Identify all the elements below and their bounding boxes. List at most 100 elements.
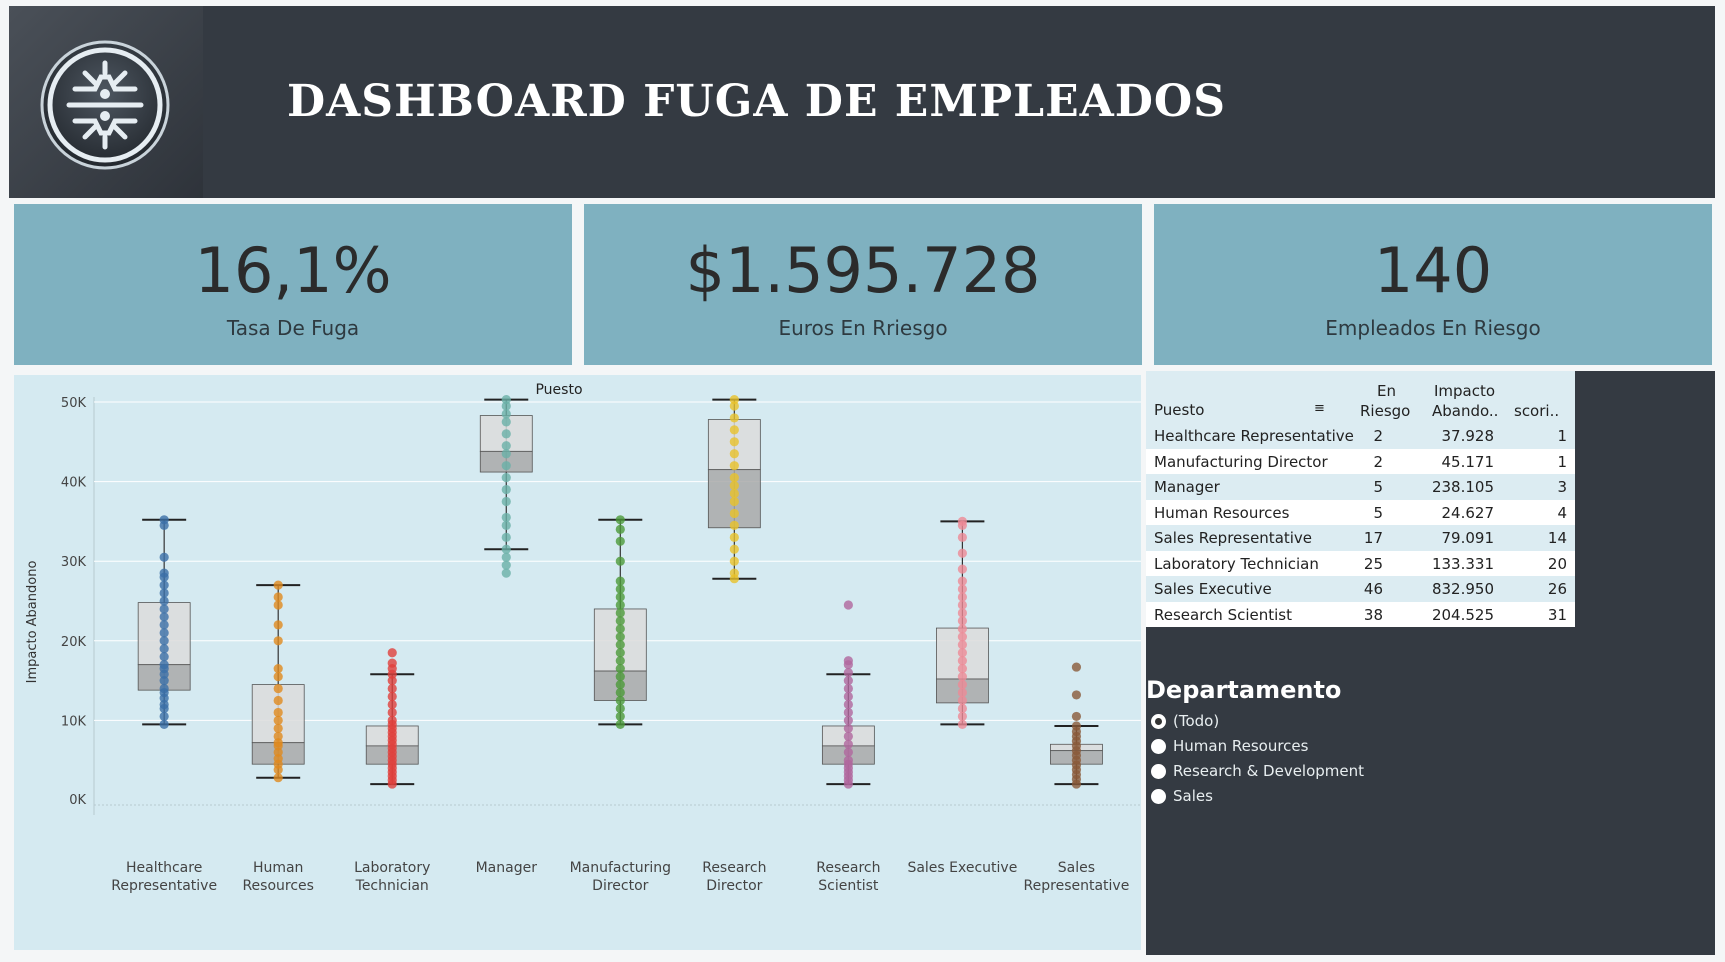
- data-point: [957, 703, 968, 714]
- x-tick-label: Human: [253, 860, 304, 876]
- x-tick-label: Scientist: [818, 878, 879, 894]
- x-tick-label: Director: [592, 878, 648, 894]
- filter-option[interactable]: (Todo): [1151, 712, 1219, 730]
- data-point: [273, 773, 283, 783]
- col-header-en-riesgo-line1[interactable]: En: [1377, 382, 1396, 400]
- radio-button[interactable]: [1151, 713, 1166, 729]
- data-point: [957, 564, 968, 574]
- data-point: [843, 747, 853, 757]
- cell-impacto: 204.525: [1431, 605, 1494, 624]
- table-row[interactable]: Healthcare Representative 2 37.928 1: [1146, 423, 1575, 449]
- data-point: [729, 568, 739, 578]
- cell-en-riesgo: 5: [1373, 503, 1383, 522]
- data-point: [729, 508, 739, 519]
- data-point: [501, 429, 511, 439]
- table-row[interactable]: Sales Executive 46 832.950 26: [1146, 576, 1575, 602]
- data-point: [387, 683, 397, 694]
- data-point: [387, 715, 397, 725]
- x-tick-label: Sales Executive: [907, 860, 1017, 876]
- data-point: [159, 604, 169, 614]
- data-point: [615, 664, 625, 674]
- data-point: [957, 632, 968, 642]
- data-point: [159, 596, 169, 606]
- data-point: [159, 711, 169, 722]
- radio-button[interactable]: [1151, 763, 1166, 779]
- data-point: [729, 556, 739, 566]
- data-point: [387, 699, 397, 710]
- data-point: [957, 592, 968, 602]
- data-point: [615, 656, 625, 666]
- data-point: [159, 620, 169, 630]
- data-point: [159, 652, 169, 662]
- data-point: [273, 731, 283, 741]
- table-row[interactable]: Human Resources 5 24.627 4: [1146, 499, 1575, 525]
- data-point: [843, 715, 853, 725]
- table-row[interactable]: Sales Representative 17 79.091 14: [1146, 525, 1575, 551]
- data-point: [843, 723, 853, 733]
- data-point: [957, 656, 968, 666]
- data-point: [843, 755, 853, 765]
- cell-impacto: 238.105: [1431, 478, 1494, 496]
- cell-impacto: 45.171: [1441, 452, 1495, 471]
- table-row[interactable]: Manager 5 238.105 3: [1146, 474, 1575, 500]
- x-tick-label: Director: [706, 878, 762, 894]
- cell-puesto: Sales Representative: [1154, 529, 1313, 547]
- data-point: [729, 449, 739, 459]
- data-point: [615, 672, 625, 682]
- data-point: [843, 691, 853, 702]
- cell-puesto: Sales Executive: [1154, 580, 1272, 598]
- data-point: [615, 600, 625, 610]
- data-point: [729, 461, 739, 471]
- data-point: [843, 699, 853, 710]
- data-point: [501, 461, 511, 471]
- cell-score: 26: [1547, 580, 1567, 598]
- radio-button[interactable]: [1151, 788, 1166, 804]
- x-tick-label: Resources: [242, 878, 314, 894]
- cell-score: 31: [1547, 605, 1567, 624]
- cell-puesto: Manager: [1154, 478, 1220, 496]
- boxplot-chart: Puesto Impacto Abandono 0K 10K 20K 30K 40K 50K H…: [25, 382, 1141, 894]
- col-header-en-riesgo-line2[interactable]: Riesgo: [1360, 402, 1411, 420]
- data-point: [273, 738, 283, 748]
- data-point: [501, 544, 511, 554]
- col-header-puesto[interactable]: Puesto: [1154, 401, 1205, 419]
- data-point: [843, 676, 853, 686]
- data-point: [729, 395, 739, 405]
- data-point: [273, 620, 283, 630]
- data-point: [957, 640, 968, 650]
- table-row[interactable]: Manufacturing Director 2 45.171 1: [1146, 448, 1575, 474]
- data-point: [159, 552, 169, 562]
- cell-score: 1: [1557, 427, 1567, 445]
- data-point: [615, 576, 625, 586]
- x-tick-label: Representative: [111, 878, 217, 894]
- data-point: [159, 515, 169, 525]
- boxplot-panel: Puesto Impacto Abandono 0K 10K 20K 30K 40K 50K H…: [14, 375, 1141, 950]
- data-point: [957, 576, 968, 586]
- data-point: [615, 616, 625, 626]
- risk-table: Puesto ≡ En Riesgo Impacto Abando.. scor…: [1146, 371, 1575, 627]
- filter-option[interactable]: Research & Development: [1151, 762, 1364, 780]
- col-header-impacto-line2[interactable]: Abando..: [1432, 402, 1499, 420]
- data-point: [1071, 662, 1082, 672]
- data-point: [957, 516, 968, 526]
- data-point: [159, 628, 169, 638]
- data-point: [159, 644, 169, 654]
- data-point: [1071, 690, 1082, 700]
- col-header-score[interactable]: scori..: [1514, 402, 1560, 420]
- dashboard-title: DASHBOARD FUGA DE EMPLEADOS: [287, 76, 1227, 127]
- kpi-value: $1.595.728: [685, 234, 1041, 307]
- filter-option[interactable]: Sales: [1151, 787, 1213, 805]
- radio-button[interactable]: [1151, 738, 1166, 754]
- filter-option-label: Sales: [1173, 787, 1213, 805]
- data-point: [843, 683, 853, 694]
- x-tick-label: Research: [816, 860, 880, 876]
- cell-puesto: Healthcare Representative: [1154, 427, 1354, 445]
- data-point: [615, 711, 625, 722]
- table-row[interactable]: Laboratory Technician 25 133.331 20: [1146, 550, 1575, 576]
- filter-option-label: Research & Development: [1173, 762, 1365, 780]
- table-row[interactable]: Research Scientist 38 204.525 31: [1146, 601, 1575, 627]
- filter-option[interactable]: Human Resources: [1151, 737, 1308, 755]
- data-point: [615, 632, 625, 642]
- sort-descending-icon[interactable]: ≡: [1314, 401, 1325, 416]
- col-header-impacto-line1[interactable]: Impacto: [1434, 382, 1496, 400]
